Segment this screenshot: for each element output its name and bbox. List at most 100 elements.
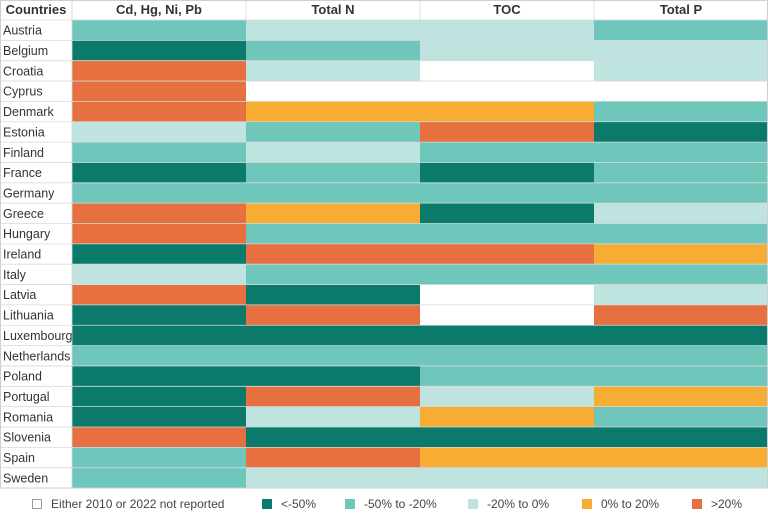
country-label: Romania: [3, 410, 53, 424]
heatmap-cell: [72, 345, 768, 366]
legend-swatch: [582, 499, 592, 509]
heatmap-cell: [246, 284, 420, 305]
heatmap-cell: [72, 264, 246, 285]
heatmap-cell: [246, 447, 420, 468]
heatmap-cell: [72, 386, 246, 407]
legend-item: -50% to -20%: [345, 497, 437, 511]
heatmap-cell: [72, 406, 246, 427]
country-label: Denmark: [3, 105, 54, 119]
country-label: Greece: [3, 207, 44, 221]
legend-item: 0% to 20%: [582, 497, 659, 511]
country-label: Netherlands: [3, 349, 70, 363]
country-label: Hungary: [3, 227, 51, 241]
heatmap-cell: [72, 243, 246, 265]
heatmap-cell: [594, 121, 768, 143]
country-label: Estonia: [3, 125, 45, 139]
legend-label: >20%: [711, 497, 743, 511]
country-label: Poland: [3, 370, 42, 384]
heatmap-cell: [72, 101, 246, 122]
legend-swatch: [32, 499, 42, 509]
legend-label: -50% to -20%: [364, 497, 437, 511]
heatmap-cell: [420, 447, 768, 468]
heatmap-cell: [246, 467, 768, 489]
country-label: Sweden: [3, 471, 48, 485]
heatmap-cell: [72, 447, 246, 468]
heatmap-cell: [246, 203, 420, 224]
heatmap-cell: [246, 121, 420, 143]
heatmap-cell: [72, 203, 246, 224]
heatmap-cell: [72, 162, 246, 183]
heatmap-cell: [594, 284, 768, 305]
heatmap-cell: [246, 162, 420, 183]
heatmap-cell: [420, 203, 594, 224]
heatmap-cell: [246, 60, 420, 82]
country-label: Latvia: [3, 288, 36, 302]
heatmap-cell: [246, 81, 768, 102]
heatmap-cell: [594, 243, 768, 265]
heatmap-cell: [246, 142, 420, 163]
country-label: Italy: [3, 268, 27, 282]
country-label: Germany: [3, 186, 55, 200]
heatmap-cell: [72, 284, 246, 305]
heatmap-cell: [594, 203, 768, 224]
legend-item: <-50%: [262, 497, 316, 511]
column-header: TOC: [493, 2, 521, 17]
heatmap-cell: [594, 101, 768, 122]
heatmap-cell: [420, 40, 768, 61]
heatmap-cell: [72, 467, 246, 489]
heatmap-cell: [72, 81, 246, 102]
heatmap-cell: [594, 20, 768, 41]
legend-item: -20% to 0%: [468, 497, 549, 511]
heatmap-cell: [246, 243, 594, 265]
legend-label: 0% to 20%: [601, 497, 660, 511]
heatmap-chart: Countries Cd, Hg, Ni, Pb Total N TOC Total P…: [0, 0, 768, 489]
legend-swatch: [262, 499, 272, 509]
heatmap-cell: [246, 40, 420, 61]
country-label: Belgium: [3, 44, 48, 58]
heatmap-cell: [72, 325, 768, 346]
heatmap-cell: [72, 304, 246, 326]
heatmap-cell: [420, 60, 594, 82]
heatmap-cell: [420, 162, 594, 183]
heatmap-cell: [72, 223, 246, 244]
country-label: Austria: [3, 24, 42, 38]
country-label: Luxembourg: [3, 329, 73, 343]
country-label: France: [3, 166, 42, 180]
heatmap-cell: [420, 406, 594, 427]
heatmap-cell: [246, 304, 420, 326]
heatmap-cell: [72, 142, 246, 163]
country-label: Cyprus: [3, 85, 43, 99]
heatmap-cell: [246, 427, 768, 448]
heatmap-cell: [594, 386, 768, 407]
heatmap-cell: [72, 20, 246, 41]
heatmap-cell: [420, 142, 768, 163]
country-label: Ireland: [3, 248, 41, 262]
column-header: Cd, Hg, Ni, Pb: [116, 2, 202, 17]
legend-item: >20%: [692, 497, 742, 511]
heatmap-cell: [72, 40, 246, 61]
heatmap-cell: [420, 304, 594, 326]
legend-swatch: [345, 499, 355, 509]
legend-swatch: [468, 499, 478, 509]
heatmap-cell: [72, 60, 246, 82]
heatmap-cell: [72, 427, 246, 448]
country-label: Finland: [3, 146, 44, 160]
heatmap-cell: [246, 223, 768, 244]
heatmap-cell: [420, 121, 594, 143]
country-label: Lithuania: [3, 309, 54, 323]
legend-swatch: [692, 499, 702, 509]
legend-label: -20% to 0%: [487, 497, 550, 511]
heatmap-cell: [72, 121, 246, 143]
column-header: Total P: [660, 2, 703, 17]
heatmap-cell: [246, 20, 594, 41]
heatmap-cell: [420, 284, 594, 305]
heatmap-cell: [420, 386, 594, 407]
heatmap-cell: [594, 304, 768, 326]
row-header-label: Countries: [6, 2, 67, 17]
heatmap-cell: [246, 406, 420, 427]
legend-item: Either 2010 or 2022 not reported: [32, 497, 224, 511]
legend: Either 2010 or 2022 not reported <-50% -50…: [0, 494, 768, 515]
column-header: Total N: [311, 2, 354, 17]
heatmap-cell: [594, 406, 768, 427]
legend-label: <-50%: [281, 497, 317, 511]
